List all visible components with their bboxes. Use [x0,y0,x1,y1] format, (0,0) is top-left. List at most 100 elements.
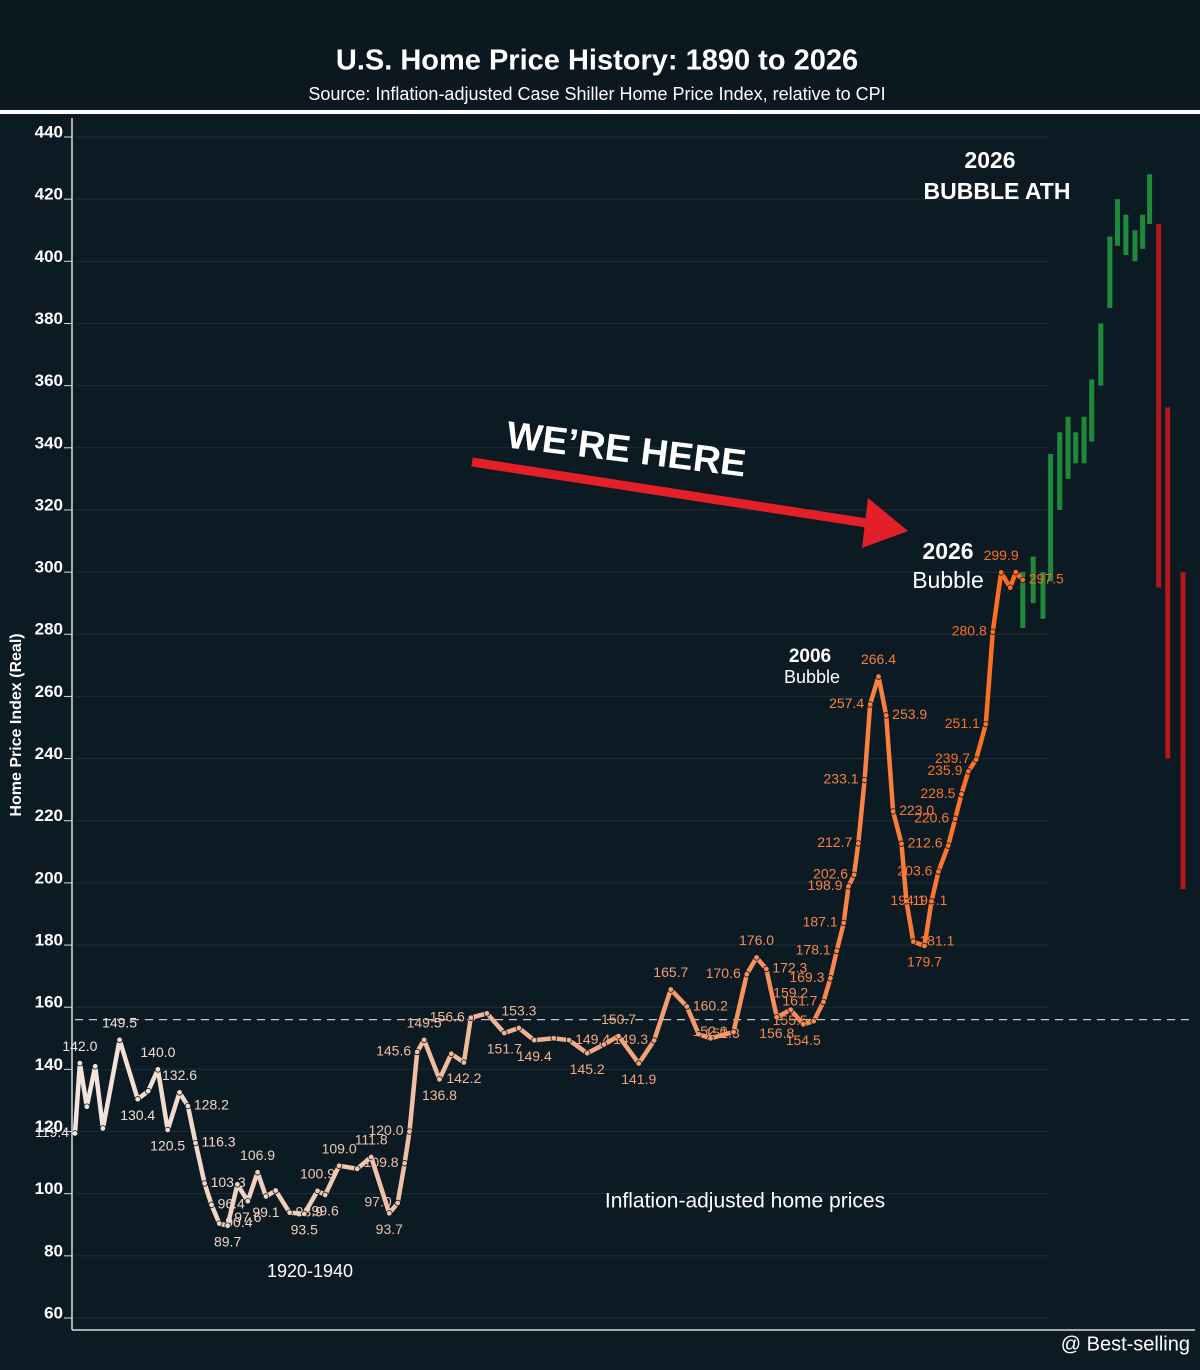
value-label: 149.5 [102,1015,137,1031]
value-label: 228.5 [920,785,955,801]
value-label: 159.2 [773,984,808,1000]
y-tick-label: 260 [35,682,63,701]
point [743,971,750,978]
value-label: 151.7 [487,1041,522,1057]
bubble-2006-text: Bubble [784,667,840,687]
chart-subtitle: Source: Inflation-adjusted Case Shiller … [308,84,885,104]
point [910,938,917,945]
point [515,1024,523,1032]
point [695,1031,702,1038]
point [800,1021,807,1028]
y-tick-label: 240 [35,744,63,763]
candle [1020,572,1026,629]
value-label: 198.9 [807,877,842,893]
value-label: 155.5 [773,1012,808,1028]
point [272,1187,279,1194]
candle [1147,174,1153,225]
y-tick-label: 100 [35,1179,63,1198]
point [76,1059,84,1067]
point [286,1209,293,1216]
point [501,1029,508,1037]
point [928,898,935,905]
value-label: 120.0 [368,1122,403,1138]
value-label: 251.1 [945,715,980,731]
value-label: 299.9 [984,547,1019,563]
point [448,1050,455,1058]
point [134,1096,141,1103]
point [965,768,972,775]
candle [1115,199,1121,246]
point [827,975,834,982]
value-label: 93.7 [376,1221,403,1237]
value-label: 109.8 [364,1154,399,1170]
y-tick-label: 360 [35,371,63,390]
value-label: 153.3 [501,1003,536,1019]
value-label: 89.7 [214,1233,241,1249]
value-label: 100.9 [300,1166,335,1182]
point [208,1201,215,1209]
candle [1180,572,1186,890]
value-label: 266.4 [861,651,896,667]
point [861,776,868,784]
bubble-2026-text: Bubble [912,567,984,593]
point [866,701,874,708]
value-label: 156.6 [430,1008,465,1024]
candle [1089,379,1095,442]
point [820,998,827,1006]
point [201,1180,208,1187]
point [1019,576,1026,584]
point [650,1037,658,1044]
value-label: 280.8 [952,622,987,638]
candle [1081,416,1087,464]
point [144,1087,152,1095]
point [401,1160,408,1167]
value-label: 169.3 [789,969,824,985]
candle [1123,214,1129,256]
value-label: 161.7 [782,993,817,1009]
value-label: 220.6 [914,810,949,826]
header [0,0,1200,110]
value-label: 187.1 [803,914,838,930]
point [184,1102,192,1110]
candle [1065,416,1071,479]
ath-year: 2026 [964,147,1015,173]
value-label: 297.5 [1029,571,1064,587]
point [83,1103,91,1110]
point [763,965,770,973]
point [394,1199,401,1207]
point [550,1035,557,1042]
point [483,1010,491,1017]
y-tick-label: 120 [35,1117,63,1136]
value-label: 253.9 [892,706,927,722]
candle [1030,556,1036,604]
point [951,815,959,823]
value-label: 150.7 [601,1011,636,1027]
y-tick-label: 80 [44,1241,63,1260]
point [244,1197,252,1205]
value-label: 120.5 [150,1138,185,1154]
candle [1057,432,1063,510]
y-tick-label: 180 [35,931,63,950]
point [935,868,942,875]
value-label: 99.1 [252,1204,279,1220]
bubble-2026-year: 2026 [922,538,973,564]
value-label: 141.9 [621,1071,656,1087]
value-label: 145.6 [376,1043,411,1059]
value-label: 116.3 [202,1134,236,1150]
value-label: 151.3 [705,1025,740,1041]
point [71,1130,79,1137]
value-label: 128.2 [194,1097,229,1113]
value-label: 202.6 [813,866,848,882]
value-label: 165.7 [653,964,688,980]
point [833,947,840,955]
note: Inflation-adjusted home prices [605,1190,885,1213]
value-label: 212.6 [907,834,942,850]
value-label: 257.4 [829,695,864,711]
value-label: 90.4 [225,1214,252,1230]
point [997,569,1005,576]
chart-title: U.S. Home Price History: 1890 to 2026 [336,45,858,77]
value-label: 176.0 [739,932,774,948]
value-label: 103.3 [211,1174,246,1190]
value-label: 145.2 [570,1061,605,1077]
